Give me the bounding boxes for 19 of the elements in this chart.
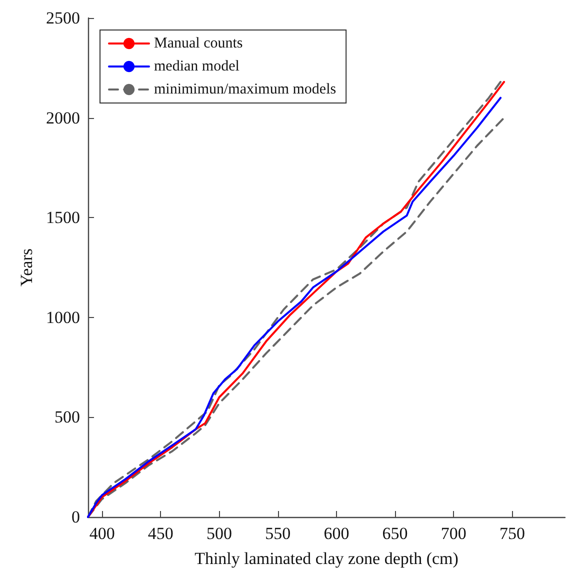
legend-label: Manual counts (154, 36, 243, 52)
x-tick-label: 500 (206, 524, 232, 543)
legend-label: minimimun/maximum models (154, 82, 336, 98)
y-tick-label: 2500 (46, 8, 80, 28)
y-tick-label: 500 (54, 408, 80, 427)
legend-label: median model (154, 58, 240, 74)
y-tick-label: 2000 (46, 108, 80, 128)
x-axis-title: Thinly laminated clay zone depth (cm) (194, 549, 458, 568)
x-tick-label: 750 (500, 524, 526, 543)
x-tick-label: 700 (440, 524, 466, 543)
y-axis-title: Years (17, 248, 36, 286)
y-tick-label: 1500 (46, 208, 80, 228)
x-tick-label: 600 (324, 524, 350, 543)
x-tick-label: 650 (382, 524, 408, 543)
x-tick-label: 550 (265, 524, 291, 543)
x-tick-label: 450 (148, 524, 174, 543)
y-tick-label: 1000 (46, 308, 80, 327)
x-tick-label: 400 (89, 524, 115, 543)
y-tick-label: 0 (72, 508, 80, 526)
